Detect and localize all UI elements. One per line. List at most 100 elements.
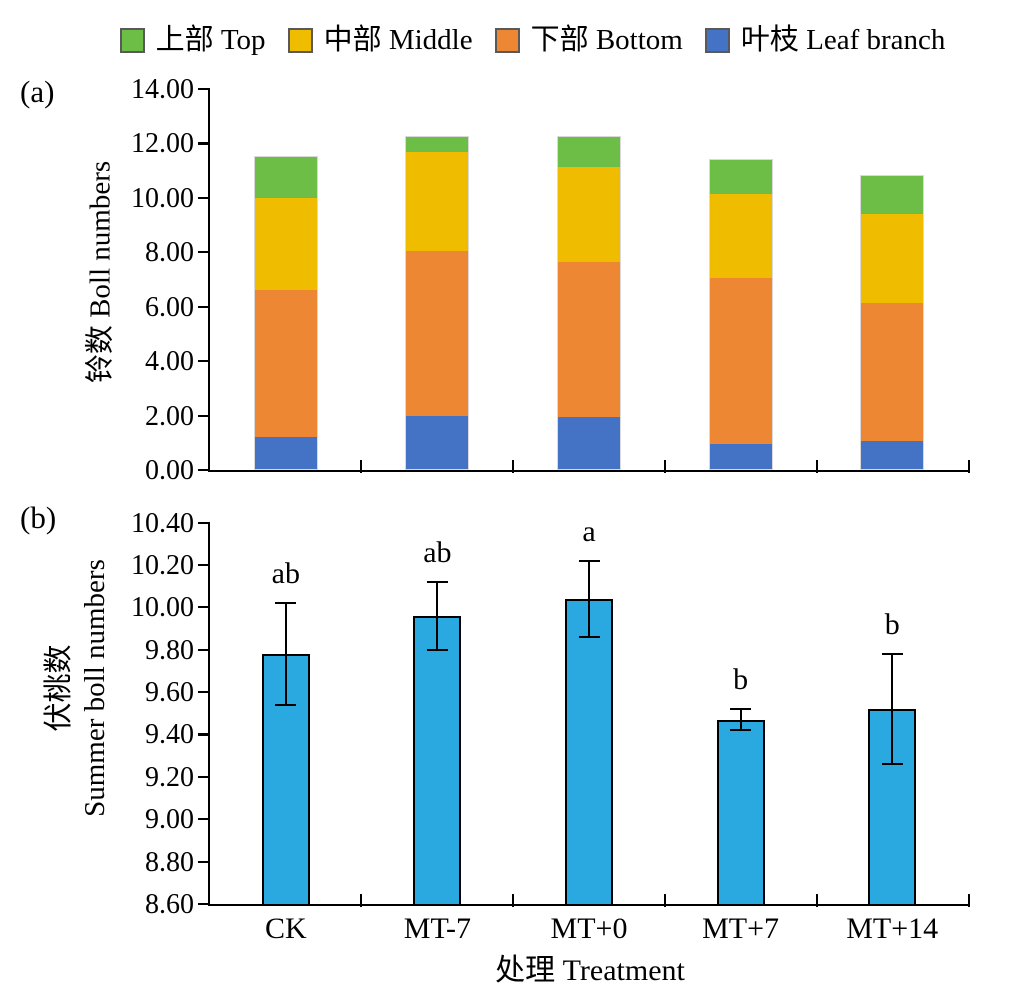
legend-label-leaf-branch: 叶枝 Leaf branch [740, 23, 946, 56]
stack-segment-MT+14-top [861, 176, 924, 215]
stack-segment-CK-middle [254, 197, 317, 291]
stack-segment-MT-7-middle [406, 151, 469, 251]
error-bar-cap-top-MT+14 [881, 652, 903, 656]
stack-segment-MT-7-bottom [406, 250, 469, 416]
panel-a-y-tick-label: 6.00 [145, 291, 194, 323]
error-bar-cap-top-MT-7 [426, 580, 448, 584]
panel-a-category-boundary-tick [512, 460, 515, 473]
stack-segment-MT+0-leaf-branch [558, 416, 620, 470]
significance-letter-MT+0: a [582, 514, 596, 548]
stack-segment-MT+14-bottom [861, 302, 924, 442]
panel-b-category-boundary-tick [360, 894, 363, 907]
panel-b-y-tick [198, 733, 209, 736]
error-bar-line-MT+7 [739, 709, 742, 731]
panel-b-y-tick [198, 563, 209, 567]
panel-a-y-tick [198, 196, 209, 200]
panel-a-label: (a) [20, 74, 55, 109]
summer-boll-bar-MT-7 [413, 615, 462, 906]
panel-b-category-boundary-tick [664, 894, 667, 907]
stack-segment-MT+7-top [709, 159, 772, 194]
x-category-label-MT+0: MT+0 [550, 912, 628, 945]
panel-a-y-tick-label: 4.00 [145, 346, 194, 378]
panel-a-y-tick [198, 469, 209, 472]
error-bar-cap-bottom-MT+7 [730, 729, 752, 732]
panel-a-x-axis [208, 470, 970, 473]
summer-boll-bar-CK [261, 653, 310, 906]
significance-letter-MT+7: b [733, 663, 749, 696]
legend-item-leaf-branch: 叶枝 Leaf branch [704, 23, 946, 56]
stack-segment-MT+0-top [558, 136, 620, 167]
error-bar-line-CK [284, 603, 287, 705]
significance-letter-MT-7: ab [423, 535, 452, 569]
legend-label-bottom: 下部 Bottom [530, 23, 683, 56]
error-bar-line-MT+0 [587, 560, 591, 637]
panel-a-y-tick [198, 414, 209, 417]
panel-b-y-axis [208, 521, 211, 906]
panel-a-category-boundary-tick [664, 460, 667, 473]
panel-a-y-tick [198, 251, 209, 254]
legend-item-bottom: 下部 Bottom [494, 23, 683, 56]
stack-segment-MT+0-middle [558, 166, 620, 262]
panel-a-y-tick-label: 14.00 [131, 74, 194, 105]
stack-segment-MT+14-leaf-branch [861, 441, 924, 470]
panel-b-category-boundary-tick [968, 894, 971, 907]
panel-a-y-tick [198, 88, 209, 91]
legend-item-top: 上部 Top [119, 23, 266, 56]
stack-segment-MT+7-leaf-branch [709, 444, 772, 470]
stack-segment-MT-7-leaf-branch [406, 415, 469, 470]
panel-b-y-tick-label: 9.20 [145, 761, 194, 793]
x-axis-title: 处理 Treatment [495, 954, 685, 987]
legend-label-top: 上部 Top [155, 23, 266, 56]
x-category-label-MT+14: MT+14 [846, 912, 939, 945]
significance-letter-CK: ab [271, 557, 300, 591]
panel-b-y-tick [198, 775, 209, 779]
legend: 上部 Top 中部 Middle 下部 Bottom 叶枝 Leaf branch [24, 22, 1017, 58]
panel-b-category-boundary-tick [512, 894, 515, 907]
stack-segment-CK-leaf-branch [254, 437, 317, 470]
legend-swatch-top [119, 27, 145, 53]
stack-segment-MT+0-bottom [558, 261, 620, 417]
panel-b-y-tick-label: 10.20 [131, 549, 194, 581]
error-bar-cap-top-MT+7 [730, 708, 752, 711]
panel-b-y-axis-title-cn: 伏桃数 [42, 644, 75, 732]
stack-segment-CK-top [254, 157, 317, 198]
panel-a-category-boundary-tick [816, 460, 819, 473]
panel-b-y-tick-label: 8.60 [145, 889, 194, 920]
summer-boll-bar-MT+0 [565, 598, 613, 906]
stack-segment-MT+7-middle [709, 193, 772, 279]
panel-a-category-boundary-tick [968, 460, 971, 473]
panel-a-y-tick-label: 2.00 [145, 400, 194, 432]
panel-a-y-tick [198, 305, 209, 308]
panel-b-y-tick [198, 648, 209, 651]
error-bar-line-MT-7 [436, 581, 439, 650]
x-category-label-MT+7: MT+7 [702, 912, 780, 945]
summer-boll-bar-MT+7 [716, 719, 765, 906]
panel-b-y-tick-label: 10.40 [131, 507, 194, 539]
panel-b-y-tick [198, 860, 209, 863]
panel-b-y-tick [198, 691, 209, 694]
stack-segment-MT+7-bottom [709, 278, 772, 445]
stack-segment-MT-7-top [406, 136, 469, 152]
x-category-label-MT-7: MT-7 [403, 912, 472, 945]
panel-a-y-axis [208, 88, 211, 472]
error-bar-line-MT+14 [891, 653, 894, 765]
error-bar-cap-bottom-MT+0 [578, 635, 600, 639]
error-bar-cap-top-CK [275, 602, 297, 605]
legend-swatch-middle [287, 27, 313, 53]
error-bar-cap-bottom-MT+14 [881, 763, 903, 766]
legend-swatch-bottom [494, 27, 520, 53]
x-category-label-CK: CK [264, 912, 307, 945]
panel-a-y-tick-label: 10.00 [131, 182, 194, 214]
legend-item-middle: 中部 Middle [287, 23, 473, 56]
panel-a-y-tick [198, 142, 209, 145]
panel-a-y-tick [198, 360, 209, 363]
legend-label-middle: 中部 Middle [323, 23, 473, 56]
panel-b-y-tick-label: 9.80 [145, 634, 194, 666]
panel-b-y-tick [198, 521, 209, 524]
panel-b-y-tick [198, 903, 209, 906]
panel-a-y-tick-label: 12.00 [131, 128, 194, 160]
panel-a-category-boundary-tick [360, 460, 363, 473]
panel-a-y-tick-label: 8.00 [145, 237, 194, 269]
panel-b-y-tick [198, 606, 209, 609]
